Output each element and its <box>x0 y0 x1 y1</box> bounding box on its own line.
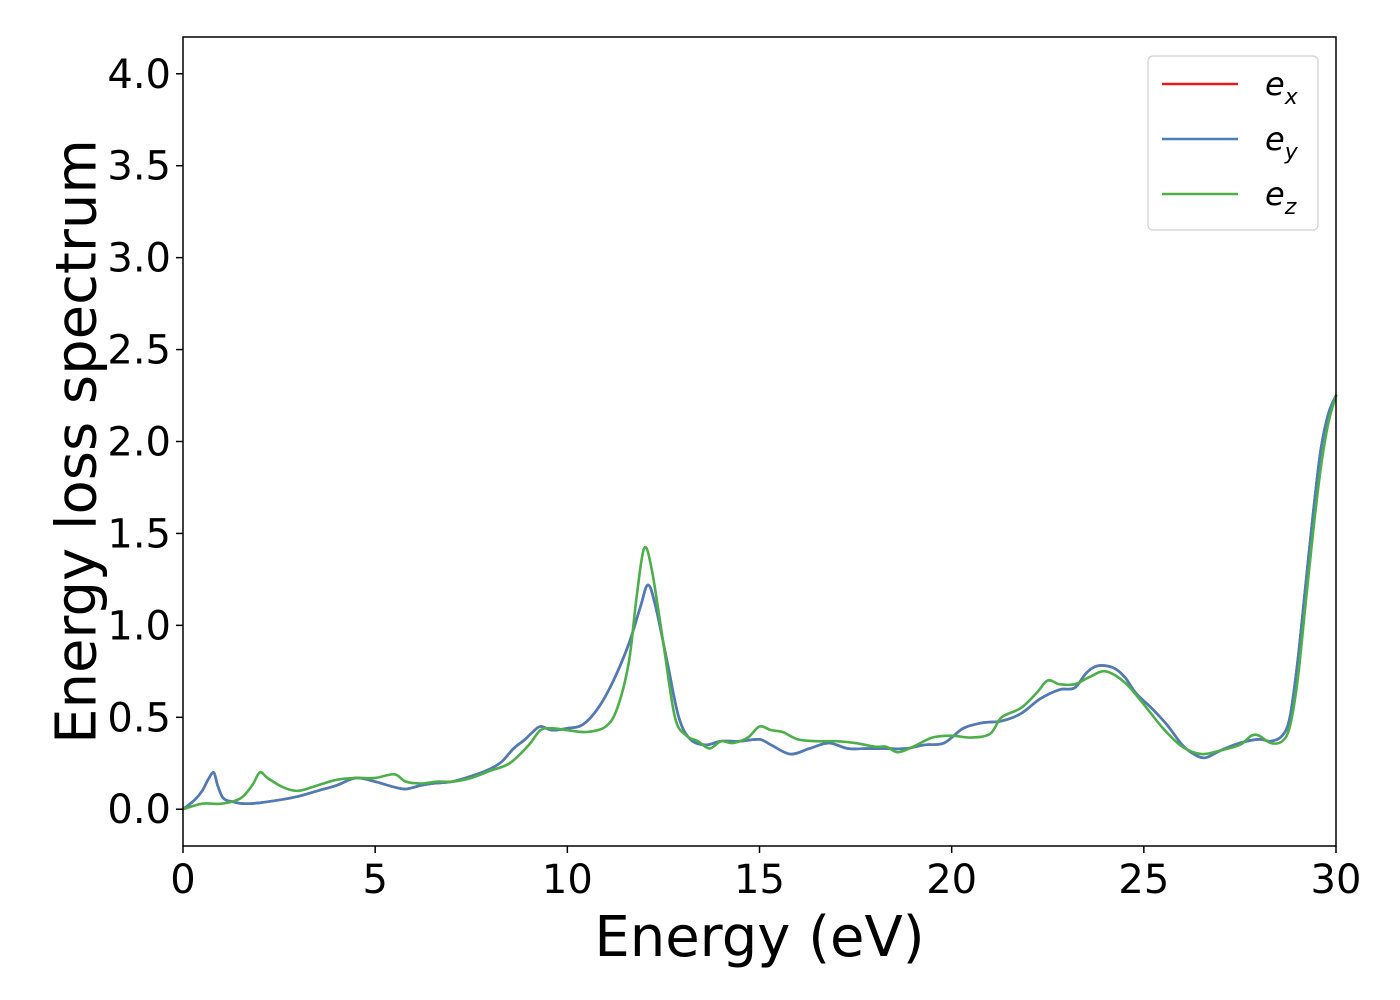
y-tick-label: 0.5 <box>107 695 171 741</box>
x-tick-label: 30 <box>1311 857 1362 903</box>
legend-label-x: ex <box>1265 65 1299 110</box>
y-tick-label: 2.5 <box>107 328 171 374</box>
x-tick-label: 25 <box>1118 857 1169 903</box>
legend-entries: ex ey ez <box>1162 65 1299 220</box>
y-tick-label: 3.0 <box>107 236 171 282</box>
plot-background <box>183 37 1336 846</box>
y-tick-label: 2.0 <box>107 420 171 466</box>
legend-label-z: ez <box>1265 175 1297 220</box>
y-tick-label: 1.5 <box>107 511 171 557</box>
x-tick-label: 20 <box>926 857 977 903</box>
y-tick-label: 1.0 <box>107 603 171 649</box>
x-tick-label: 15 <box>734 857 785 903</box>
x-tick-label: 0 <box>170 857 195 903</box>
y-axis-ticks: 0.0 0.5 1.0 1.5 2.0 2.5 3.0 3.5 4.0 <box>107 52 183 833</box>
series-line-z <box>181 394 1338 811</box>
y-tick-label: 4.0 <box>107 52 171 98</box>
y-tick-label: 0.0 <box>107 787 171 833</box>
legend-box <box>1147 55 1319 231</box>
x-axis-ticks: 0 5 10 15 20 25 30 <box>170 846 1361 903</box>
y-axis-label: Energy loss spectrum <box>45 139 110 744</box>
series-layer <box>181 394 1338 811</box>
x-axis-label: Energy (eV) <box>594 905 924 970</box>
x-tick-label: 10 <box>542 857 593 903</box>
legend: ex ey ez <box>1147 55 1319 231</box>
x-tick-label: 5 <box>362 857 387 903</box>
y-tick-label: 3.5 <box>107 144 171 190</box>
legend-label-y: ey <box>1265 120 1299 165</box>
